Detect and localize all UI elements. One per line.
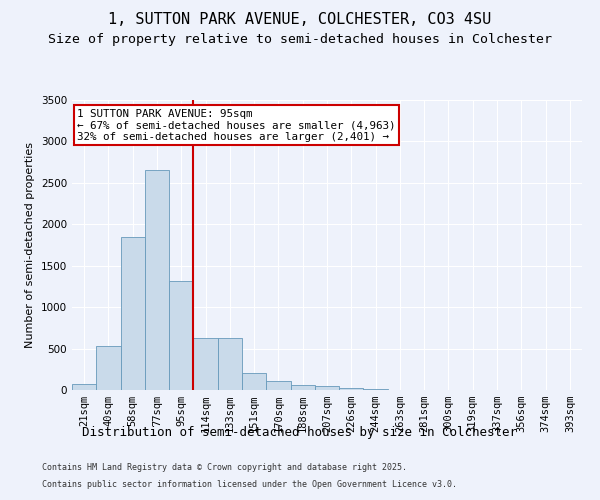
Bar	[145, 170, 169, 390]
Text: 1 SUTTON PARK AVENUE: 95sqm
← 67% of semi-detached houses are smaller (4,963)
32: 1 SUTTON PARK AVENUE: 95sqm ← 67% of sem…	[77, 108, 395, 142]
Text: Distribution of semi-detached houses by size in Colchester: Distribution of semi-detached houses by …	[83, 426, 517, 439]
Bar	[315, 386, 339, 390]
Text: 1, SUTTON PARK AVENUE, COLCHESTER, CO3 4SU: 1, SUTTON PARK AVENUE, COLCHESTER, CO3 4…	[109, 12, 491, 28]
Bar	[218, 338, 242, 390]
Bar	[364, 389, 388, 390]
Bar	[193, 338, 218, 390]
Bar	[121, 236, 145, 390]
Bar	[339, 388, 364, 390]
Y-axis label: Number of semi-detached properties: Number of semi-detached properties	[25, 142, 35, 348]
Text: Contains public sector information licensed under the Open Government Licence v3: Contains public sector information licen…	[42, 480, 457, 489]
Bar	[169, 280, 193, 390]
Bar	[290, 384, 315, 390]
Bar	[96, 346, 121, 390]
Bar	[72, 384, 96, 390]
Text: Size of property relative to semi-detached houses in Colchester: Size of property relative to semi-detach…	[48, 32, 552, 46]
Bar	[242, 373, 266, 390]
Text: Contains HM Land Registry data © Crown copyright and database right 2025.: Contains HM Land Registry data © Crown c…	[42, 464, 407, 472]
Bar	[266, 382, 290, 390]
